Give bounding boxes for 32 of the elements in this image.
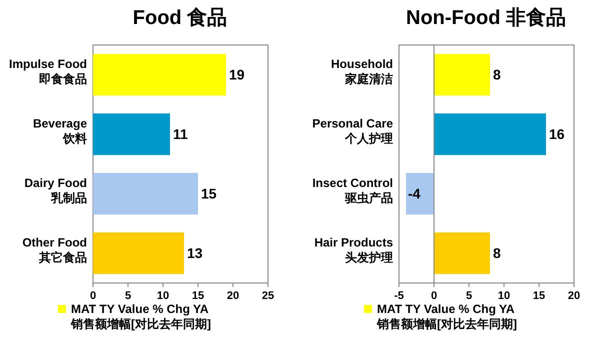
y-tick-label: Other Food 其它食品 bbox=[22, 235, 87, 264]
y-tick-label: Insect Control 驱虫产品 bbox=[312, 176, 393, 205]
data-label: 15 bbox=[201, 186, 217, 202]
x-tick-label: 5 bbox=[466, 290, 472, 302]
x-tick-label: 5 bbox=[124, 290, 132, 302]
x-tick-label: 25 bbox=[262, 290, 274, 302]
legend-label: MAT TY Value % Chg YA 销售额增幅[对比去年同期] bbox=[70, 302, 211, 331]
x-tick-label: 0 bbox=[430, 290, 438, 302]
x-tick-label: -5 bbox=[394, 290, 404, 302]
x-tick-label: 15 bbox=[192, 290, 204, 302]
x-tick-label: 10 bbox=[156, 290, 170, 302]
data-label: 8 bbox=[493, 66, 501, 83]
x-tick-label: 0 bbox=[90, 290, 96, 302]
data-label: 16 bbox=[549, 126, 565, 142]
data-label: -4 bbox=[408, 186, 421, 202]
x-tick-label: 20 bbox=[568, 290, 580, 302]
x-tick-label: 15 bbox=[532, 290, 546, 302]
y-tick-label: Hair Products 头发护理 bbox=[314, 235, 394, 264]
data-label: 13 bbox=[187, 245, 203, 262]
legend-label: MAT TY Value % Chg YA 销售额增幅[对比去年同期] bbox=[376, 302, 517, 331]
chart-title: Food 食品 bbox=[132, 7, 228, 29]
data-label: 8 bbox=[493, 245, 501, 262]
data-label: 11 bbox=[173, 126, 188, 142]
y-tick-label: Beverage 饮料 bbox=[32, 116, 88, 146]
y-tick-label: Household 家庭清洁 bbox=[331, 56, 393, 86]
data-label: 19 bbox=[229, 66, 245, 83]
x-tick-label: 10 bbox=[498, 290, 510, 302]
chart-title: Non-Food 非食品 bbox=[406, 7, 566, 29]
x-tick-label: 20 bbox=[226, 290, 240, 302]
y-tick-label: Dairy Food 乳制品 bbox=[24, 176, 87, 205]
y-tick-label: Impulse Food 即食食品 bbox=[9, 56, 87, 86]
y-tick-label: Personal Care 个人护理 bbox=[312, 116, 394, 146]
